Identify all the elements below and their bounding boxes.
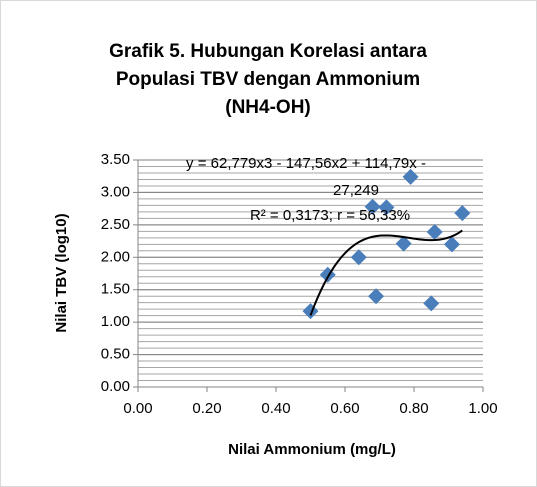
y-tick-label: 2.00 [101,248,130,265]
point [350,249,367,266]
y-tick-label: 3.50 [101,151,130,168]
y-tick-label: 1.50 [101,281,130,298]
point [368,288,385,305]
chart-title: Grafik 5. Hubungan Korelasi antara [109,41,427,62]
point [378,199,395,216]
y-tick-label: 3.00 [101,183,130,200]
x-axis-title: Nilai Ammonium (mg/L) [228,441,396,458]
trendline [309,229,463,316]
y-tick-label: 2.50 [101,216,130,233]
x-tick-label: 1.00 [468,400,497,417]
point [364,198,381,215]
trendline-label: R² = 0,3173; r = 56,33% [250,207,410,224]
y-tick-label: 0.00 [101,378,130,395]
point [443,236,460,253]
point [395,235,412,252]
point [426,223,443,240]
trendline-label: y = 62,779x3 - 147,56x2 + 114,79x - [186,155,426,172]
x-tick-label: 0.20 [192,400,221,417]
point [423,295,440,312]
chart-title: Populasi TBV dengan Ammonium [116,69,420,90]
point [454,205,471,222]
point [402,168,419,185]
x-tick-label: 0.60 [330,400,359,417]
x-tick-label: 0.00 [123,400,152,417]
y-tick-label: 0.50 [101,346,130,363]
y-tick-label: 1.00 [101,313,130,330]
chart-title: (NH4-OH) [225,97,311,118]
y-axis-title: Nilai TBV (log10) [53,213,70,332]
trendline-label: 27,249 [333,182,379,199]
x-tick-label: 0.80 [399,400,428,417]
x-tick-label: 0.40 [261,400,290,417]
